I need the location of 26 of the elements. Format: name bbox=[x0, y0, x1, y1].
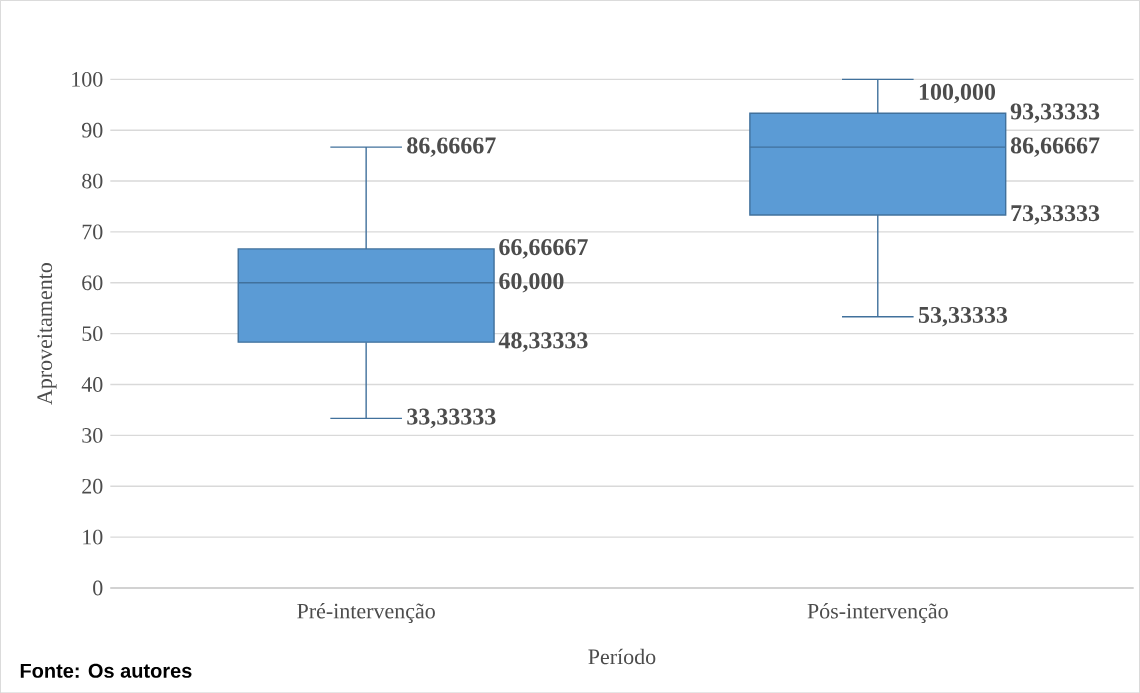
y-tick-label: 20 bbox=[82, 478, 103, 494]
x-axis-title: Período bbox=[588, 648, 656, 665]
y-axis-title: Aproveitamento bbox=[37, 262, 57, 405]
text: 86,66667 bbox=[407, 137, 496, 157]
y-tick-label: 90 bbox=[82, 122, 103, 138]
source-note: Fonte: Os autores bbox=[20, 663, 192, 678]
text: 86,66667 bbox=[1010, 137, 1100, 157]
text: 100,000 bbox=[919, 83, 996, 104]
y-tick-label: 30 bbox=[82, 427, 103, 443]
text: 53,33333 bbox=[918, 306, 1008, 327]
y-tick-label: 0 bbox=[93, 580, 103, 596]
text: 48,33333 bbox=[498, 332, 588, 352]
y-tick-label: 80 bbox=[82, 173, 103, 189]
text: 60,000 bbox=[499, 272, 564, 293]
y-tick-label: 50 bbox=[82, 326, 103, 341]
y-tick-label: 100 bbox=[72, 71, 103, 87]
y-tick-label: 70 bbox=[82, 224, 103, 240]
y-tick-label: 40 bbox=[81, 376, 103, 392]
y-tick-label: 10 bbox=[83, 529, 103, 545]
x-tick-label: Pós-intervenção bbox=[807, 602, 948, 623]
text: 33,33333 bbox=[407, 408, 496, 429]
text: 66,66667 bbox=[499, 238, 588, 259]
text: 73,33333 bbox=[1011, 205, 1100, 225]
y-tick-label: 60 bbox=[82, 275, 103, 291]
text: 93,33333 bbox=[1010, 103, 1100, 123]
x-tick-label: Pré-intervenção bbox=[297, 602, 435, 623]
